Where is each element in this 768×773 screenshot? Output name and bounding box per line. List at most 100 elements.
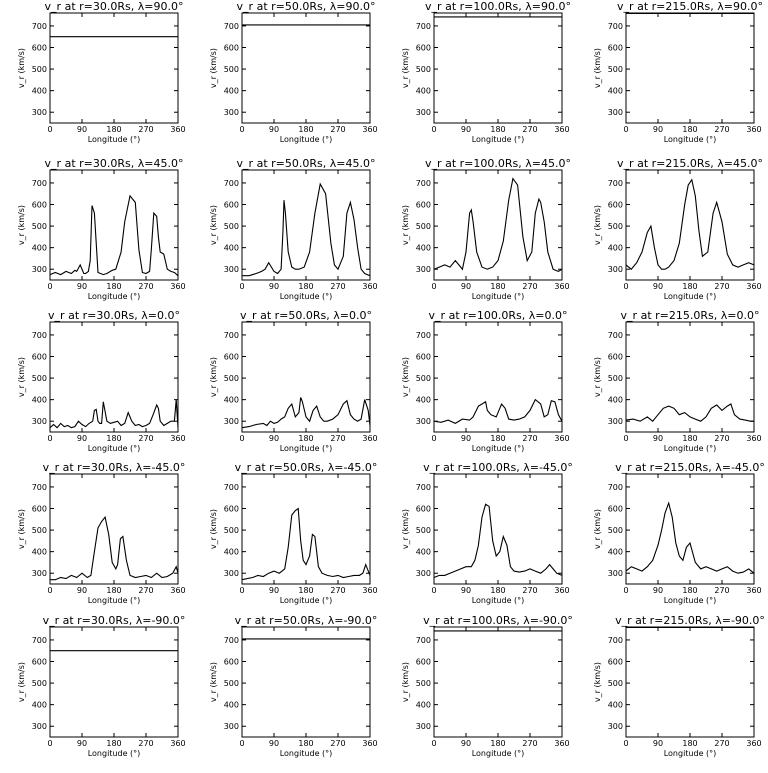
chart-1: v_r at r=30.0Rs, λ=90.0° 0 90 180 270 360 300 4… — [17, 0, 186, 144]
chart-5-xtick-label: 360 — [170, 282, 185, 291]
chart-10-xlabel: Longitude (°) — [280, 444, 333, 453]
chart-20-xlabel: Longitude (°) — [664, 749, 717, 758]
chart-3-ytick-label: 300 — [416, 108, 431, 117]
chart-6-title: v_r at r=50.0Rs, λ=45.0° — [237, 157, 376, 170]
chart-1-ytick-label: 300 — [32, 108, 47, 117]
chart-19-xtick-label: 90 — [461, 739, 471, 748]
chart-14-frame — [241, 473, 371, 585]
chart-4-xtick-label: 180 — [682, 125, 697, 134]
chart-14-xtick-label: 360 — [362, 586, 377, 595]
chart-18-ytick-label: 600 — [224, 658, 239, 667]
chart-16-xtick-label: 0 — [623, 586, 628, 595]
chart-11-frame — [433, 321, 563, 433]
chart-12-xtick-label: 0 — [623, 434, 628, 443]
chart-7-xtick-label: 180 — [490, 282, 505, 291]
chart-3-xtick-label: 270 — [522, 125, 537, 134]
chart-15-xlabel: Longitude (°) — [472, 596, 525, 605]
chart-11-ytick-label: 500 — [416, 374, 431, 383]
chart-3-ytick-label: 600 — [416, 44, 431, 53]
chart-18: v_r at r=50.0Rs, λ=-90.0° 0 90 180 270 360 300… — [209, 614, 378, 758]
chart-3-xtick-label: 360 — [554, 125, 569, 134]
chart-1-xlabel: Longitude (°) — [88, 135, 141, 144]
chart-1-title: v_r at r=30.0Rs, λ=90.0° — [45, 0, 184, 13]
chart-18-ytick-label: 500 — [224, 679, 239, 688]
chart-13-xtick-label: 180 — [106, 586, 121, 595]
chart-15-ylabel: v_r (km/s) — [401, 509, 410, 549]
chart-16-xtick-label: 90 — [653, 586, 663, 595]
chart-11-xtick-label: 270 — [522, 434, 537, 443]
chart-13: v_r at r=30.0Rs, λ=-45.0° 0 90 180 270 360 300… — [17, 461, 186, 605]
chart-19-xtick-label: 360 — [554, 739, 569, 748]
chart-9-xtick-label: 180 — [106, 434, 121, 443]
chart-10-xtick-label: 270 — [330, 434, 345, 443]
chart-7-ytick-label: 600 — [416, 201, 431, 210]
chart-19-ytick-label: 600 — [416, 658, 431, 667]
chart-3: v_r at r=100.0Rs, λ=90.0° 0 90 180 270 360 300… — [401, 0, 571, 144]
chart-15-ytick-label: 300 — [416, 569, 431, 578]
chart-14-xtick-label: 90 — [269, 586, 279, 595]
chart-4-xtick-label: 0 — [623, 125, 628, 134]
chart-14-ytick-label: 600 — [224, 505, 239, 514]
chart-4-title: v_r at r=215.0Rs, λ=90.0° — [617, 0, 763, 13]
chart-6-ytick-label: 300 — [224, 265, 239, 274]
chart-8-ytick-label: 400 — [608, 244, 623, 253]
chart-5-ytick-label: 500 — [32, 222, 47, 231]
chart-4-ytick-label: 600 — [608, 44, 623, 53]
chart-5-series-line — [49, 194, 179, 277]
chart-8-title: v_r at r=215.0Rs, λ=45.0° — [617, 157, 763, 170]
chart-4-xlabel: Longitude (°) — [664, 135, 717, 144]
chart-9-ylabel: v_r (km/s) — [17, 357, 26, 397]
chart-14-xtick-label: 0 — [239, 586, 244, 595]
chart-2-xtick-label: 180 — [298, 125, 313, 134]
chart-7-xlabel: Longitude (°) — [472, 292, 525, 301]
chart-4-xtick-label: 90 — [653, 125, 663, 134]
chart-7-xtick-label: 90 — [461, 282, 471, 291]
chart-3-ylabel: v_r (km/s) — [401, 48, 410, 88]
chart-5-xtick-label: 0 — [47, 282, 52, 291]
chart-16-xtick-label: 180 — [682, 586, 697, 595]
chart-4-xtick-label: 360 — [746, 125, 761, 134]
chart-18-ytick-label: 300 — [224, 722, 239, 731]
chart-16-ytick-label: 600 — [608, 505, 623, 514]
chart-4-frame — [625, 12, 755, 124]
chart-16-ytick-label: 500 — [608, 526, 623, 535]
chart-17-xtick-label: 90 — [77, 739, 87, 748]
chart-2-xtick-label: 0 — [239, 125, 244, 134]
chart-7-title: v_r at r=100.0Rs, λ=45.0° — [425, 157, 571, 170]
chart-9-xtick-label: 0 — [47, 434, 52, 443]
chart-9-ytick-label: 500 — [32, 374, 47, 383]
chart-3-ytick-label: 400 — [416, 87, 431, 96]
chart-8-frame — [625, 169, 755, 281]
chart-14-ytick-label: 500 — [224, 526, 239, 535]
chart-3-xtick-label: 90 — [461, 125, 471, 134]
chart-4-xtick-label: 270 — [714, 125, 729, 134]
chart-17-ytick-label: 500 — [32, 679, 47, 688]
chart-9: v_r at r=30.0Rs, λ=0.0° 0 90 180 270 360 300 40… — [17, 309, 186, 453]
chart-12-xlabel: Longitude (°) — [664, 444, 717, 453]
chart-16: v_r at r=215.0Rs, λ=-45.0° 0 90 180 270 360 30… — [593, 461, 765, 605]
chart-13-xtick-label: 90 — [77, 586, 87, 595]
chart-8-ytick-label: 500 — [608, 222, 623, 231]
chart-17-ytick-label: 300 — [32, 722, 47, 731]
chart-9-xtick-label: 270 — [138, 434, 153, 443]
chart-5-xtick-label: 270 — [138, 282, 153, 291]
chart-5-ytick-label: 700 — [32, 179, 47, 188]
chart-8-ytick-label: 300 — [608, 265, 623, 274]
chart-15-xtick-label: 0 — [431, 586, 436, 595]
chart-10-series-line — [241, 397, 371, 429]
chart-2-ytick-label: 300 — [224, 108, 239, 117]
chart-8-xtick-label: 90 — [653, 282, 663, 291]
chart-12-xtick-label: 360 — [746, 434, 761, 443]
chart-11-ytick-label: 600 — [416, 353, 431, 362]
chart-11-series-line — [433, 398, 563, 425]
chart-14-xtick-label: 180 — [298, 586, 313, 595]
chart-5-ylabel: v_r (km/s) — [17, 205, 26, 245]
chart-1-ylabel: v_r (km/s) — [17, 48, 26, 88]
chart-10: v_r at r=50.0Rs, λ=0.0° 0 90 180 270 360 300 40… — [209, 309, 378, 453]
chart-7-xtick-label: 0 — [431, 282, 436, 291]
chart-6-ytick-label: 700 — [224, 179, 239, 188]
chart-19-xtick-label: 180 — [490, 739, 505, 748]
chart-12-series-line — [625, 403, 754, 422]
chart-14-ylabel: v_r (km/s) — [209, 509, 218, 549]
